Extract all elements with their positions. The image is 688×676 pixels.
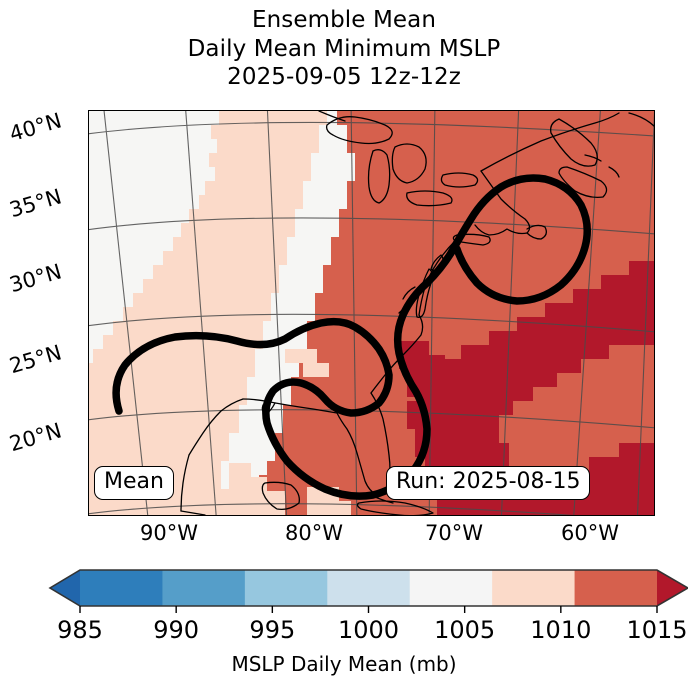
graticule-lon-60: [636, 111, 654, 515]
fill-band-1000-1005-west: [89, 111, 207, 307]
title-line-2: Daily Mean Minimum MSLP: [187, 35, 501, 62]
colorbar-band-2: [244, 570, 328, 606]
graticule-lon-70: [500, 111, 520, 515]
colorbar-tick-labels: 985 990 995 1000 1005 1010 1015: [57, 616, 687, 644]
graticule-lon-90: [185, 111, 217, 515]
fill-band-1005-1010-yucatan2: [307, 487, 351, 515]
fill-band-1005-1010-gulfcoast: [285, 349, 329, 377]
colorbar-canvas: 985 990 995 1000 1005 1010 1015: [48, 569, 688, 644]
map-canvas: [89, 111, 654, 515]
lon-tick-90w: 90°W: [140, 521, 198, 545]
lon-tick-70w: 70°W: [425, 521, 483, 545]
colorbar[interactable]: 985 990 995 1000 1005 1010 1015 MSLP Daily Mea…: [0, 560, 688, 676]
coastline-chesapeake-arm1: [402, 286, 416, 300]
fill-band-1010-1015-atlantic-island: [499, 345, 654, 485]
colorbar-ticks: [79, 606, 658, 613]
graticule-lat-35: [89, 217, 654, 235]
coastline-cape-breton: [608, 166, 620, 178]
title-line-3: 2025-09-05 12z-12z: [227, 64, 461, 91]
coastline-mexico-east: [180, 510, 206, 515]
graticule-lon-75: [428, 111, 436, 515]
coastline-lake-michigan: [367, 149, 391, 204]
coastline-gulf-st-lawrence: [550, 118, 598, 167]
coastline-long-island: [452, 233, 491, 246]
fill-band-1005-1010-yucatan: [229, 463, 285, 515]
graticule-lon-65: [573, 111, 601, 515]
colorbar-bands: [48, 569, 688, 607]
coastline-gulf-coast: [242, 398, 338, 414]
colorbar-title: MSLP Daily Mean (mb): [231, 652, 457, 676]
colorbar-band-0: [80, 570, 164, 606]
colorbar-tick-label-995: 995: [249, 616, 295, 644]
coastline-lake-ontario: [440, 172, 479, 188]
coastline-cape-cod: [526, 224, 547, 240]
map-panel[interactable]: [88, 110, 655, 516]
coastline-nova-scotia: [558, 166, 608, 199]
colorbar-tick-label-990: 990: [153, 616, 199, 644]
contour-line-1015: [112, 174, 591, 500]
lon-tick-60w: 60°W: [561, 521, 619, 545]
lon-tick-80w: 80°W: [285, 521, 343, 545]
colorbar-tick-label-1005: 1005: [434, 616, 495, 644]
colorbar-extend-under: [50, 570, 80, 606]
fill-band-over-1015-carolina: [399, 341, 445, 411]
graticule-lat-40: [89, 121, 654, 137]
colorbar-band-5: [492, 570, 576, 606]
graticule-lat-30: [89, 313, 654, 333]
coastline-texas-coast: [188, 398, 244, 456]
coastline-cuba: [356, 500, 434, 515]
coastline-lake-superior: [325, 116, 393, 145]
mean-label-box: Mean: [94, 466, 174, 500]
lat-tick-40n: 40°N: [6, 108, 65, 147]
coastline-newfoundland: [628, 112, 654, 127]
lat-tick-20n: 20°N: [6, 418, 65, 457]
coastline-hudson-bay-edge: [318, 111, 346, 122]
colorbar-band-6: [574, 570, 658, 606]
title-line-1: Ensemble Mean: [251, 7, 437, 33]
colorbar-extend-over: [657, 570, 688, 606]
coastline-lake-huron: [391, 143, 427, 184]
graticule-lon-95: [103, 111, 149, 515]
coastline-lake-erie: [406, 190, 453, 207]
chart-title: Ensemble Mean Daily Mean Minimum MSLP 20…: [0, 6, 688, 92]
colorbar-tick-label-985: 985: [57, 616, 103, 644]
lat-tick-35n: 35°N: [6, 184, 65, 223]
graticule-lon-80: [350, 111, 358, 515]
lat-tick-30n: 30°N: [6, 259, 65, 298]
colorbar-band-4: [409, 570, 493, 606]
graticule-lat-20: [89, 503, 574, 515]
coastline-pei: [584, 154, 602, 162]
coastline-texas-mexico: [180, 454, 190, 512]
coastline-st-lawrence: [480, 112, 620, 172]
coastline-yucatan: [261, 481, 300, 511]
colorbar-tick-label-1015: 1015: [626, 616, 687, 644]
colorbar-band-3: [327, 570, 411, 606]
colorbar-tick-label-1000: 1000: [338, 616, 399, 644]
run-date-box: Run: 2025-08-15: [386, 466, 591, 500]
lat-tick-25n: 25°N: [6, 340, 65, 379]
colorbar-tick-label-1010: 1010: [530, 616, 591, 644]
colorbar-band-1: [162, 570, 246, 606]
